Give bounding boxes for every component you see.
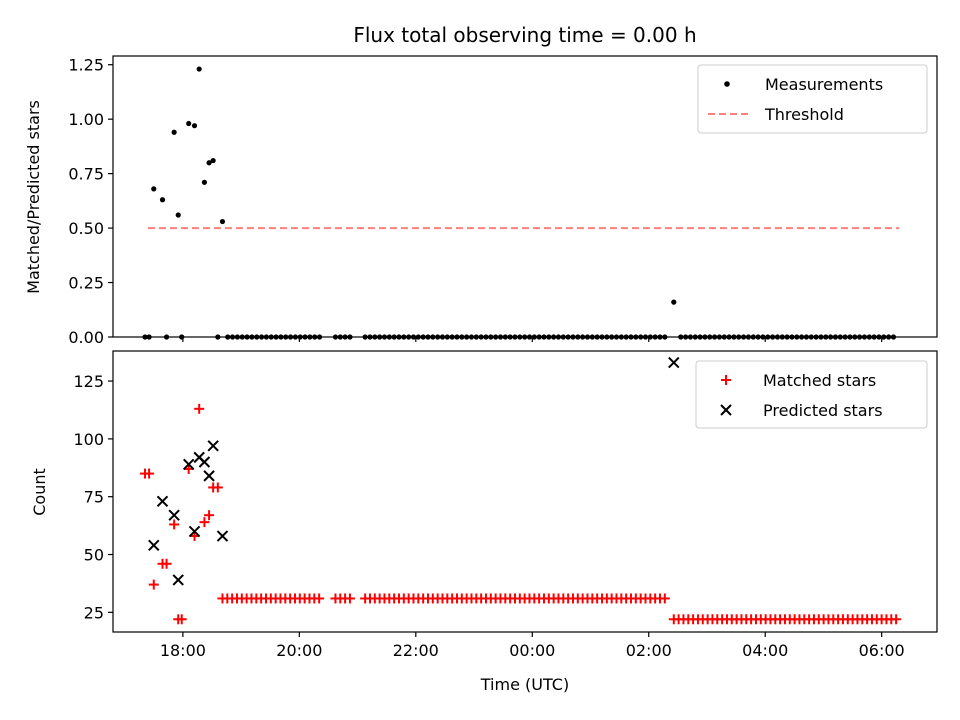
- predicted-points-layer: [148, 356, 680, 586]
- measurement-point: [206, 160, 212, 166]
- chart-title: Flux total observing time = 0.00 h: [353, 23, 696, 47]
- predicted-star-marker: [156, 495, 169, 508]
- bottom-y-tick-label: 75: [84, 488, 104, 507]
- x-tick-label: 18:00: [160, 641, 206, 660]
- top-axes-frame: [112, 55, 938, 338]
- x-tick-label: 02:00: [626, 641, 672, 660]
- matched-star-marker: [891, 614, 902, 625]
- matched-star-marker: [212, 482, 223, 493]
- matched-star-marker: [194, 403, 205, 414]
- x-tick-label: 04:00: [742, 641, 788, 660]
- matched-star-marker: [199, 517, 210, 528]
- top-legend-box: [697, 64, 928, 134]
- bottom-y-axis-label: Count: [30, 468, 49, 516]
- measurement-point: [186, 120, 192, 127]
- bottom-legend: Matched stars Predicted stars: [695, 360, 928, 429]
- legend-measurements-marker: [724, 81, 730, 87]
- measurement-point: [191, 123, 198, 129]
- measurement-point: [196, 66, 202, 72]
- bottom-panel: 25 50 75 100 125 18:00 20:00 22:00 00:00 02:00 04…: [30, 350, 938, 694]
- predicted-star-marker: [207, 440, 219, 452]
- measurement-point: [159, 197, 166, 203]
- top-y-tick-label: 0.00: [68, 328, 104, 347]
- predicted-star-marker: [203, 470, 215, 482]
- x-axis-label: Time (UTC): [480, 675, 569, 694]
- bottom-legend-box: [695, 360, 928, 429]
- x-tick-label: 00:00: [509, 641, 555, 660]
- bottom-y-tick-label: 125: [73, 372, 104, 391]
- predicted-star-marker: [172, 574, 184, 586]
- top-y-tick-label: 0.25: [68, 274, 104, 293]
- matched-star-marker: [659, 593, 670, 604]
- matched-star-marker: [148, 579, 159, 590]
- legend-measurements-label: Measurements: [765, 75, 883, 94]
- legend-matched-label: Matched stars: [763, 371, 876, 390]
- bottom-y-tick-label: 25: [84, 603, 104, 622]
- matched-star-marker: [204, 510, 215, 521]
- measurement-point: [219, 218, 226, 225]
- top-y-tick-label: 1.25: [68, 56, 104, 75]
- predicted-star-marker: [182, 458, 195, 471]
- legend-predicted-marker: [720, 404, 732, 416]
- bottom-y-tick-label: 50: [84, 546, 104, 565]
- top-y-axis-label: Matched/Predicted stars: [24, 100, 43, 294]
- measurement-point: [171, 129, 177, 135]
- bottom-y-ticks: 25 50 75 100 125: [73, 372, 113, 622]
- predicted-star-marker: [148, 539, 160, 551]
- top-legend: Measurements Threshold: [697, 64, 928, 134]
- top-x-ticks: [182, 337, 883, 342]
- predicted-star-marker: [168, 509, 180, 521]
- matched-points-layer: [140, 403, 902, 625]
- matched-star-marker: [344, 593, 355, 604]
- x-tick-label: 06:00: [859, 641, 905, 660]
- predicted-star-marker: [198, 456, 211, 468]
- top-y-ticks: 0.00 0.25 0.50 0.75 1.00 1.25: [68, 56, 113, 347]
- bottom-axes-frame: [112, 350, 938, 633]
- bottom-x-ticks: 18:00 20:00 22:00 00:00 02:00 04:00 06:00: [160, 632, 905, 660]
- matched-star-marker: [161, 558, 172, 569]
- measurement-point: [210, 157, 216, 164]
- measurement-point: [175, 212, 181, 218]
- legend-threshold-label: Threshold: [764, 105, 844, 124]
- predicted-star-marker: [216, 530, 229, 542]
- top-panel: 0.00 0.25 0.50 0.75 1.00 1.25 Matched/Predict…: [24, 55, 938, 347]
- top-y-tick-label: 0.50: [68, 219, 104, 238]
- legend-matched-marker: [721, 375, 731, 385]
- top-y-tick-label: 1.00: [68, 110, 104, 129]
- predicted-star-marker: [188, 525, 201, 538]
- matched-star-marker: [176, 614, 187, 625]
- bottom-y-tick-label: 100: [73, 430, 104, 449]
- x-tick-label: 20:00: [276, 641, 322, 660]
- measurement-point: [201, 179, 208, 185]
- measurement-point: [151, 186, 157, 192]
- matched-star-marker: [314, 593, 325, 604]
- measurement-point: [671, 299, 677, 305]
- matched-star-marker: [169, 519, 180, 530]
- predicted-star-marker: [668, 356, 680, 369]
- x-tick-label: 22:00: [393, 641, 439, 660]
- legend-predicted-label: Predicted stars: [763, 401, 883, 420]
- matched-star-marker: [144, 468, 155, 479]
- top-y-tick-label: 0.75: [68, 165, 104, 184]
